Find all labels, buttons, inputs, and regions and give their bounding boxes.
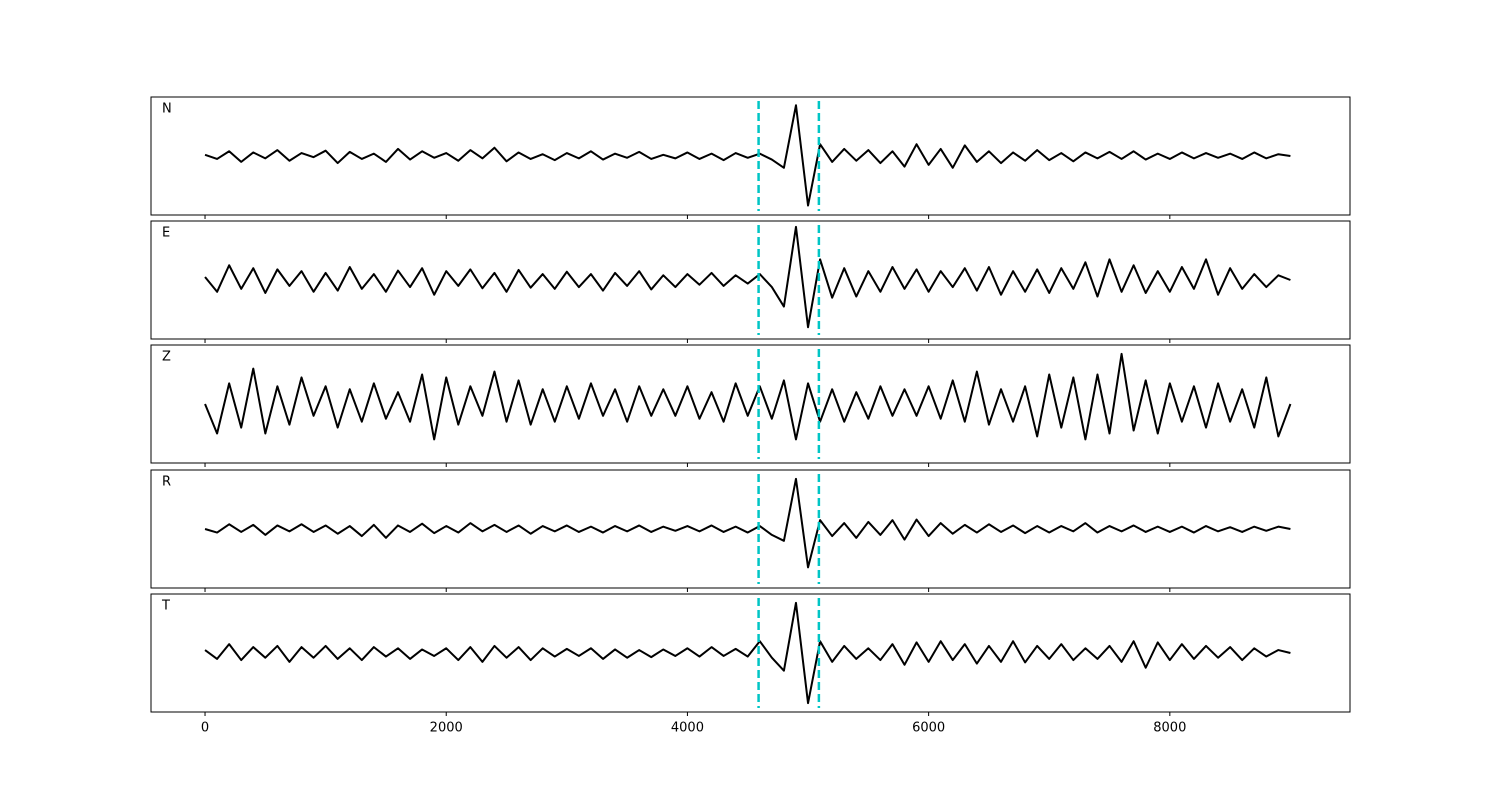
x-tick-label: 6000 <box>912 721 945 736</box>
panel-label: E <box>162 226 170 241</box>
panel-frame <box>150 469 1351 589</box>
panel-label: N <box>162 102 172 117</box>
panel-frame <box>150 593 1351 713</box>
panel-frame <box>150 220 1351 340</box>
trace-line <box>204 352 1292 441</box>
panel-label: Z <box>162 350 171 365</box>
x-tick-label: 2000 <box>430 721 463 736</box>
panel-frame <box>150 96 1351 216</box>
panel-label: R <box>162 475 171 490</box>
x-tick-label: 8000 <box>1153 721 1186 736</box>
trace-line <box>204 477 1291 569</box>
x-tick-label: 0 <box>201 721 209 736</box>
panel-label: T <box>161 599 170 614</box>
trace-line <box>204 104 1291 207</box>
x-tick-label: 4000 <box>671 721 704 736</box>
trace-line <box>204 601 1291 705</box>
trace-line <box>204 225 1291 329</box>
panel-frame <box>150 344 1351 464</box>
